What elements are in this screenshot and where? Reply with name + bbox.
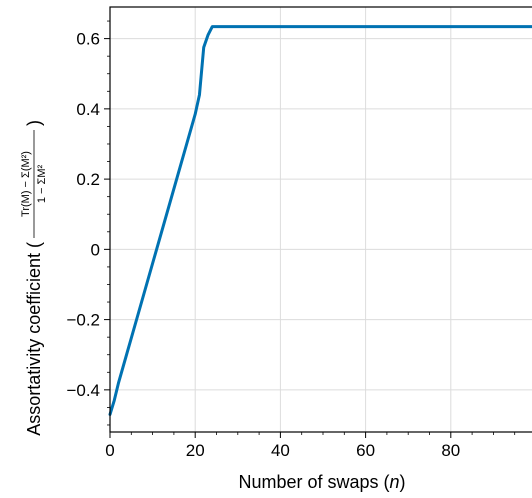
y-axis-label-denominator: 1 − ΣM² — [36, 165, 48, 204]
x-tick-label-2: 40 — [271, 441, 290, 460]
x-tick-label-1: 20 — [186, 441, 205, 460]
y-axis-label-numerator: Tr(M) − Σ(M²) — [20, 151, 32, 217]
y-axis-label-close: ) — [24, 120, 44, 126]
y-tick-label-1: −0.2 — [66, 311, 100, 330]
x-axis-label-text: Number of swaps ( — [238, 472, 389, 492]
grid-lines — [109, 7, 532, 432]
x-tick-label-3: 60 — [356, 441, 375, 460]
x-tick-label-4: 80 — [441, 441, 460, 460]
y-tick-label-2: 0 — [91, 240, 100, 259]
axes — [104, 6, 532, 438]
y-tick-label-4: 0.4 — [76, 100, 100, 119]
y-tick-label-3: 0.2 — [76, 170, 100, 189]
series-layer — [108, 25, 532, 416]
y-tick-label-5: 0.6 — [76, 30, 100, 49]
x-axis-label-close: ) — [400, 472, 406, 492]
x-tick-labels: 0 20 40 60 80 — [105, 441, 460, 460]
series-line-0 — [108, 25, 532, 416]
y-axis-label: Assortativity coefficient ( Tr(M) − Σ(M²… — [20, 120, 48, 436]
x-axis-label-variable: n — [390, 472, 400, 492]
x-tick-label-0: 0 — [105, 441, 114, 460]
y-tick-labels: −0.4 −0.2 0 0.2 0.4 0.6 — [66, 30, 100, 400]
y-axis-label-text: Assortativity coefficient ( — [24, 242, 44, 436]
x-axis-label: Number of swaps (n) — [238, 472, 405, 492]
plot-frame — [109, 6, 532, 433]
y-tick-label-0: −0.4 — [66, 381, 100, 400]
